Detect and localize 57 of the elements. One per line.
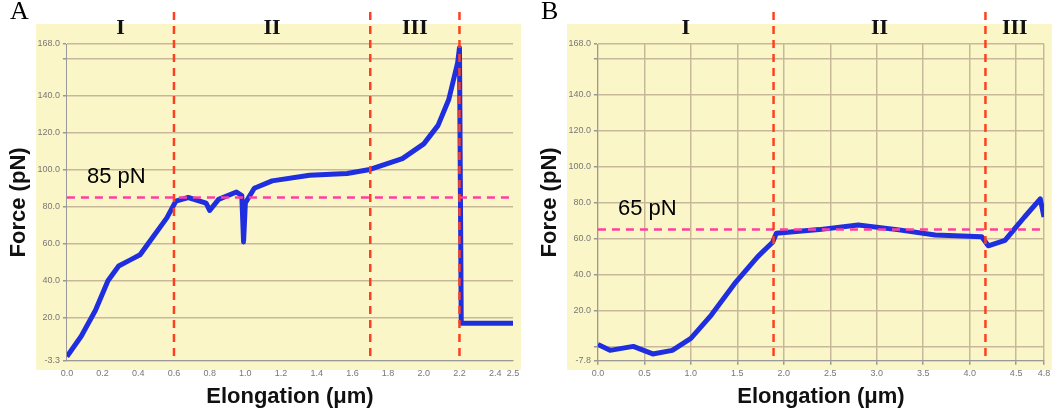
y-tick-label: 100.0	[568, 161, 591, 172]
x-tick-label: 2.0	[777, 367, 791, 378]
y-tick-label: 40.0	[42, 275, 60, 286]
text: III	[1001, 13, 1028, 39]
y-tick-label: 60.0	[573, 233, 591, 244]
y-tick-label: 140.0	[37, 90, 60, 101]
y-tick-label: 20.0	[42, 312, 60, 323]
x-tick-label: 2.5	[824, 367, 837, 378]
x-tick-label: 2.4	[488, 367, 502, 378]
y-axis-title: Force (pN)	[536, 147, 562, 258]
ref-line-label: 85 pN	[86, 162, 146, 188]
y-tick-label: 168.0	[37, 38, 60, 49]
y-tick-label: 140.0	[568, 88, 591, 99]
chart-title: A	[10, 0, 29, 26]
x-tick-label: 2.2	[453, 367, 466, 378]
chart-title: B	[541, 0, 559, 26]
x-tick-label: 3.5	[916, 367, 930, 378]
x-tick-label: 4.0	[963, 367, 976, 378]
x-tick-label: 0.4	[132, 367, 145, 378]
x-tick-label: 4.5	[1009, 367, 1023, 378]
x-tick-label: 2.0	[417, 367, 431, 378]
ref-line-label: 65 pN	[617, 194, 677, 220]
x-tick-label: 1.0	[684, 367, 698, 378]
x-tick-label: 1.8	[381, 367, 395, 378]
y-tick-label: 80.0	[573, 197, 591, 208]
y-tick-label: 40.0	[573, 269, 591, 280]
y-tick-label: -7.8	[575, 355, 591, 366]
x-axis-title: Elongation (μm)	[206, 382, 374, 408]
x-tick-label: 0.6	[167, 367, 181, 378]
text: III	[402, 13, 428, 39]
x-tick-label: 2.5	[506, 367, 520, 378]
y-tick-label: 100.0	[37, 164, 60, 175]
y-tick-label: 120.0	[568, 124, 591, 135]
y-tick-label: 60.0	[42, 238, 60, 249]
y-tick-label: 168.0	[568, 38, 591, 49]
text: I	[116, 13, 125, 39]
x-tick-label: 1.4	[310, 367, 323, 378]
y-tick-label: 80.0	[42, 201, 60, 212]
x-tick-label: 3.0	[870, 367, 883, 378]
x-tick-label: 0.0	[60, 367, 74, 378]
x-tick-label: 0.8	[203, 367, 216, 378]
text: I	[681, 13, 691, 39]
x-tick-label: 1.6	[346, 367, 359, 378]
x-tick-label: 1.5	[731, 367, 744, 378]
x-tick-label: 0.0	[591, 367, 605, 378]
x-tick-label: 1.0	[239, 367, 252, 378]
y-tick-label: 20.0	[573, 305, 591, 316]
text: II	[870, 13, 889, 39]
y-axis-title: Force (pN)	[5, 147, 31, 258]
x-tick-label: 4.8	[1037, 367, 1051, 378]
text: II	[263, 13, 281, 39]
x-tick-label: 1.2	[274, 367, 288, 378]
x-tick-label: 0.2	[96, 367, 109, 378]
x-tick-label: 0.5	[638, 367, 651, 378]
x-axis-title: Elongation (μm)	[737, 382, 905, 408]
y-tick-label: -3.3	[44, 355, 60, 366]
y-tick-label: 120.0	[37, 127, 60, 138]
